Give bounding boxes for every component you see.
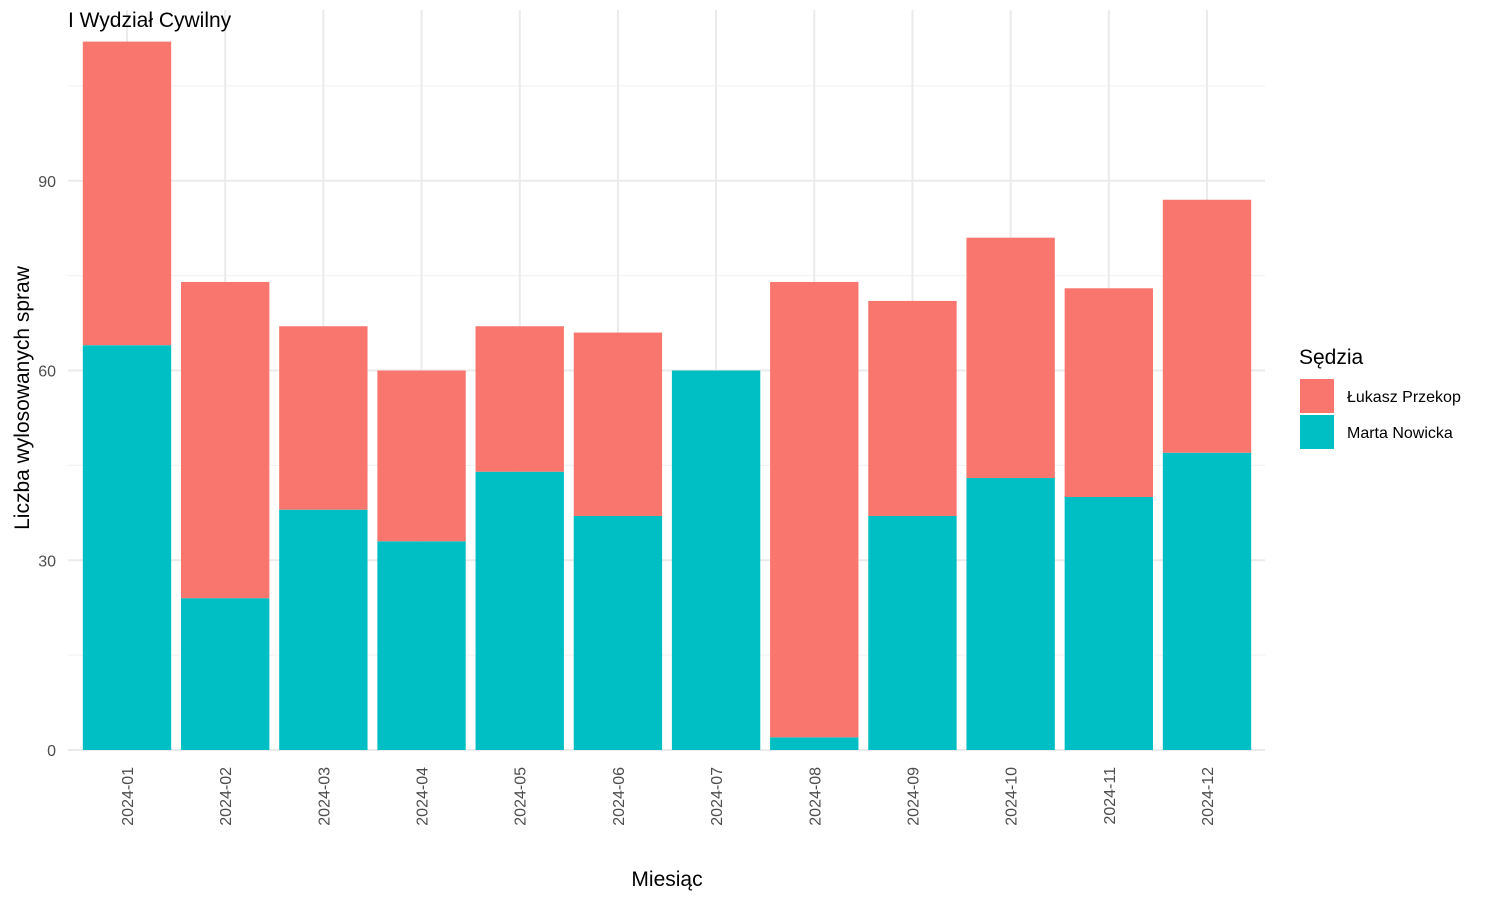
- bar-segment: [181, 281, 270, 599]
- bar-segment: [770, 737, 859, 750]
- bar-segment: [573, 515, 663, 750]
- bar-segment: [377, 541, 466, 750]
- bar-segment: [966, 237, 1055, 479]
- x-tick-label: 2024-04: [415, 767, 432, 826]
- bar-segment: [181, 598, 270, 750]
- legend-label: Marta Nowicka: [1347, 425, 1453, 442]
- bar-segment: [1162, 199, 1252, 453]
- bar-segment: [279, 509, 368, 750]
- y-axis-title: Liczba wylosowanych spraw: [11, 265, 34, 530]
- bar-segment: [966, 478, 1055, 750]
- x-tick-label: 2024-01: [120, 767, 137, 826]
- legend: Sędzia Łukasz Przekop Marta Nowicka: [1299, 346, 1461, 449]
- bar-segment: [868, 515, 957, 750]
- bar-segment: [1064, 288, 1153, 498]
- x-tick-label: 2024-03: [316, 767, 333, 826]
- x-tick-label: 2024-06: [611, 767, 628, 826]
- y-tick-label: 30: [38, 553, 56, 570]
- chart-title: I Wydział Cywilny: [68, 9, 232, 32]
- bar-segment: [377, 370, 466, 542]
- x-axis-ticks: 2024-01 2024-02 2024-03 2024-04 2024-05 2024-…: [120, 767, 1217, 826]
- bar-segment: [1162, 452, 1252, 750]
- x-tick-label: 2024-12: [1200, 767, 1217, 826]
- bar-segment: [770, 281, 859, 738]
- bar-segment: [475, 471, 564, 750]
- bar-segment: [868, 300, 957, 516]
- x-tick-label: 2024-02: [218, 767, 235, 826]
- x-tick-label: 2024-07: [709, 767, 726, 826]
- x-tick-label: 2024-10: [1004, 767, 1021, 826]
- bar-segment: [1064, 497, 1153, 750]
- bar-segment: [82, 345, 172, 750]
- y-tick-label: 60: [38, 364, 56, 381]
- legend-swatch: [1300, 379, 1334, 413]
- y-tick-label: 0: [47, 743, 56, 760]
- bars: [82, 41, 1252, 750]
- x-tick-label: 2024-09: [905, 767, 922, 826]
- legend-swatch: [1300, 415, 1334, 449]
- y-tick-label: 90: [38, 174, 56, 191]
- legend-title: Sędzia: [1299, 346, 1364, 369]
- bar-segment: [279, 326, 368, 510]
- y-axis-ticks: 0 30 60 90: [38, 174, 56, 760]
- bar-segment: [671, 370, 761, 750]
- x-tick-label: 2024-08: [807, 767, 824, 826]
- bar-segment: [573, 332, 663, 516]
- x-tick-label: 2024-05: [513, 767, 530, 826]
- legend-label: Łukasz Przekop: [1347, 389, 1461, 406]
- bar-segment: [475, 326, 564, 472]
- bar-segment: [82, 41, 172, 346]
- x-axis-title: Miesiąc: [631, 868, 702, 891]
- x-tick-label: 2024-11: [1102, 767, 1119, 825]
